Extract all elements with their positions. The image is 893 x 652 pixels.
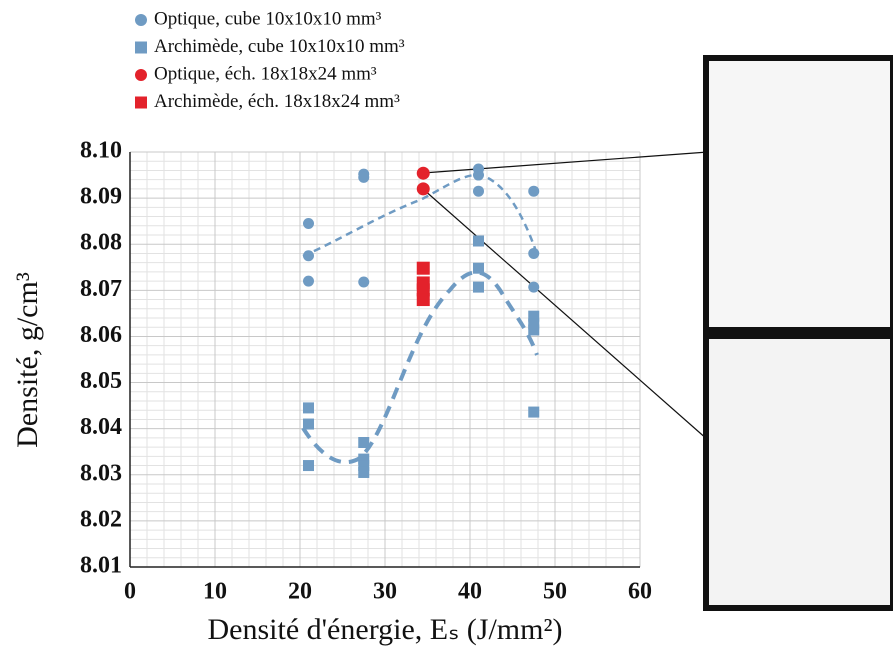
circle-point (303, 275, 314, 287)
legend-label: Archimède, éch. 18x18x24 mm³ (154, 91, 400, 112)
x-tick-label: 0 (124, 579, 136, 605)
legend-label: Optique, éch. 18x18x24 mm³ (154, 63, 377, 84)
legend-marker (135, 96, 147, 109)
square-point (473, 281, 484, 293)
y-tick-label: 8.07 (80, 276, 122, 302)
y-tick-label: 8.04 (80, 414, 122, 440)
y-tick-label: 8.06 (80, 322, 122, 348)
square-point (358, 466, 370, 478)
micrograph-bottom (703, 333, 893, 611)
grid (129, 151, 641, 568)
trend-optique (302, 173, 539, 258)
square-point (473, 235, 484, 247)
circle-point (416, 166, 430, 180)
square-point (528, 310, 540, 322)
square-point (416, 293, 430, 307)
x-tick-label: 60 (628, 579, 652, 605)
circle-point (473, 169, 484, 181)
square-point (358, 460, 370, 472)
micrograph-top (703, 55, 893, 333)
square-point (528, 406, 540, 418)
x-tick-label: 30 (373, 579, 397, 605)
y-tick-label: 8.05 (80, 368, 122, 394)
x-tick-label: 50 (543, 579, 567, 605)
square-point (473, 262, 484, 274)
trend-archimede (301, 270, 539, 465)
connector (422, 151, 709, 174)
connector (422, 188, 709, 441)
x-tick-label: 40 (458, 579, 482, 605)
square-point (303, 402, 314, 414)
circle-point (358, 171, 370, 183)
square-point (358, 453, 370, 465)
square-point (416, 261, 430, 275)
y-tick-label: 8.09 (80, 184, 122, 210)
circle-point (303, 217, 314, 229)
circle-point (303, 250, 314, 262)
legend-marker (135, 69, 147, 81)
y-axis-label: Densité, g/cm³ (11, 272, 44, 448)
y-tick-label: 8.02 (80, 506, 122, 532)
legend-label: Archimède, cube 10x10x10 mm³ (154, 36, 405, 57)
square-point (303, 460, 314, 472)
square-point (358, 437, 370, 448)
circle-point (528, 185, 540, 197)
circle-point (528, 247, 540, 259)
circle-point (416, 182, 430, 196)
square-point (303, 418, 314, 430)
x-tick-label: 20 (288, 579, 312, 605)
x-axis-label: Densité d'énergie, Eₛ (J/mm²) (208, 613, 563, 646)
x-tick-label: 10 (203, 579, 227, 605)
y-tick-label: 8.10 (80, 138, 122, 164)
circle-point (473, 185, 484, 197)
legend-marker (135, 14, 147, 26)
circle-point (528, 281, 540, 293)
legend-label: Optique, cube 10x10x10 mm³ (154, 8, 382, 29)
square-point (528, 318, 540, 330)
y-tick-label: 8.03 (80, 460, 122, 486)
circle-point (358, 276, 370, 288)
square-point (528, 324, 540, 336)
y-tick-label: 8.01 (80, 553, 122, 579)
y-tick-label: 8.08 (80, 230, 122, 256)
legend-marker (135, 41, 147, 54)
